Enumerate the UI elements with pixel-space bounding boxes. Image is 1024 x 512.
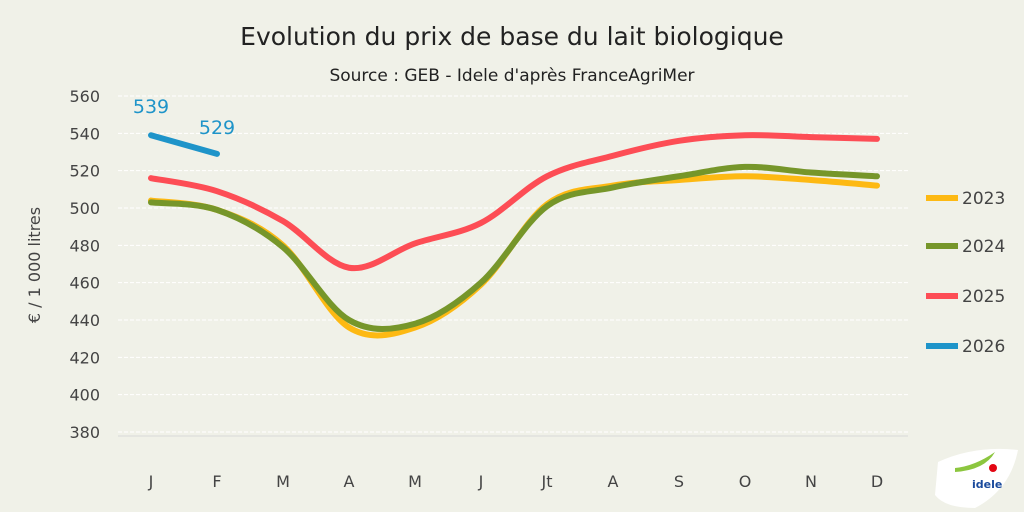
chart-title: Evolution du prix de base du lait biolog… xyxy=(240,22,784,51)
x-tick-label: J xyxy=(478,472,484,491)
series-line-2024 xyxy=(148,163,880,332)
svg-text:idele: idele xyxy=(972,478,1002,491)
y-tick-label: 540 xyxy=(69,124,100,143)
y-tick-label: 480 xyxy=(69,236,100,255)
y-axis-label: € / 1 000 litres xyxy=(25,207,44,323)
y-tick-label: 440 xyxy=(69,311,100,330)
x-tick-label: N xyxy=(805,472,817,491)
legend-label-2025: 2025 xyxy=(962,287,1005,307)
x-tick-label: J xyxy=(148,472,154,491)
x-tick-label: M xyxy=(276,472,290,491)
y-tick-label: 420 xyxy=(69,348,100,367)
y-tick-label: 380 xyxy=(69,423,100,442)
x-tick-label: F xyxy=(212,472,221,491)
legend-label-2026: 2026 xyxy=(962,337,1005,357)
y-tick-label: 400 xyxy=(69,386,100,405)
idele-logo: idele xyxy=(935,448,1018,508)
x-tick-label: Jt xyxy=(541,472,553,491)
y-tick-label: 460 xyxy=(69,274,100,293)
x-tick-label: D xyxy=(871,472,883,491)
x-tick-label: A xyxy=(608,472,619,491)
series-line-2026 xyxy=(148,132,220,157)
x-tick-label: M xyxy=(408,472,422,491)
y-tick-label: 500 xyxy=(69,199,100,218)
data-label: 539 xyxy=(133,96,169,118)
x-tick-label: S xyxy=(674,472,684,491)
y-tick-label: 520 xyxy=(69,162,100,181)
series-line-2025 xyxy=(148,132,880,272)
y-tick-label: 560 xyxy=(69,87,100,106)
data-label: 529 xyxy=(199,117,235,139)
legend-label-2023: 2023 xyxy=(962,189,1005,209)
chart-subtitle: Source : GEB - Idele d'après FranceAgriM… xyxy=(329,66,695,86)
x-tick-label: A xyxy=(344,472,355,491)
x-tick-label: O xyxy=(739,472,752,491)
legend-label-2024: 2024 xyxy=(962,237,1005,257)
